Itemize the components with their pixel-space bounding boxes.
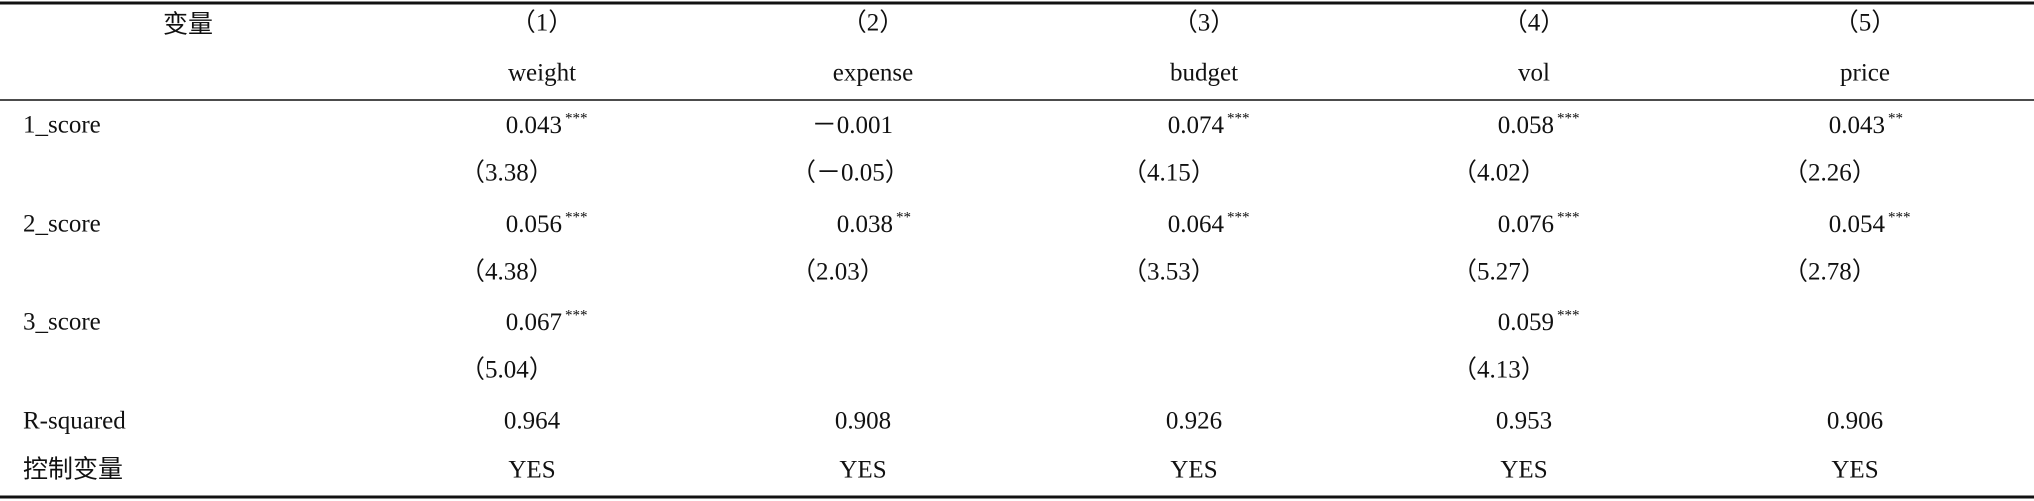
significance-stars: *** xyxy=(1557,209,1580,225)
corner-label: 变量 xyxy=(163,11,213,39)
coefficient: 0.054 xyxy=(1829,211,1886,238)
stat-value: 0.964 xyxy=(504,408,561,435)
significance-stars: *** xyxy=(1227,110,1250,126)
significance-stars: ** xyxy=(1888,110,1903,126)
stat-value: YES xyxy=(1500,457,1547,484)
column-name: budget xyxy=(1170,60,1238,87)
significance-stars: *** xyxy=(565,307,588,323)
coef-value: 0.059 xyxy=(1498,309,1554,336)
stat-label: 控制变量 xyxy=(23,456,123,484)
coef-value: 0.038 xyxy=(837,211,893,238)
column-name: price xyxy=(1840,60,1890,87)
t-statistic: （2.78） xyxy=(1783,258,1877,286)
stat-value: 0.908 xyxy=(835,408,891,435)
coef-value: 0.043 xyxy=(1829,112,1885,139)
stat-value: 0.906 xyxy=(1827,408,1883,435)
stat-value: YES xyxy=(839,457,886,484)
coef-value: 0.054 xyxy=(1829,211,1886,238)
significance-stars: *** xyxy=(565,110,588,126)
column-name: expense xyxy=(833,60,914,87)
column-number: （1） xyxy=(511,9,574,37)
significance-stars: *** xyxy=(1557,307,1580,323)
coefficient: 0.067 xyxy=(506,309,562,336)
column-number: （5） xyxy=(1834,9,1897,37)
t-statistic: （－0.05） xyxy=(791,159,910,187)
column-name: weight xyxy=(508,60,576,87)
stat-value: 0.953 xyxy=(1496,408,1552,435)
stat-value: YES xyxy=(1170,457,1217,484)
coef-value: 0.076 xyxy=(1498,211,1554,238)
stat-value: YES xyxy=(508,457,555,484)
t-statistic: （4.02） xyxy=(1452,159,1546,187)
coef-value: 0.064 xyxy=(1168,211,1225,238)
significance-stars: *** xyxy=(565,209,588,225)
significance-stars: *** xyxy=(1227,209,1250,225)
coef-value: 0.067 xyxy=(506,309,562,336)
coefficient: 0.059 xyxy=(1498,309,1554,336)
row-label: 2_score xyxy=(23,211,101,238)
t-statistic: （2.03） xyxy=(791,258,885,286)
stat-value: 0.926 xyxy=(1166,408,1222,435)
coefficient: 0.043 xyxy=(506,112,562,139)
t-statistic: （4.38） xyxy=(460,258,554,286)
coefficient: 0.056 xyxy=(506,211,562,238)
t-statistic: （4.13） xyxy=(1452,356,1546,384)
significance-stars: *** xyxy=(1888,209,1911,225)
coef-value: 0.074 xyxy=(1168,112,1225,139)
coefficient: 0.074 xyxy=(1168,112,1225,139)
t-statistic: （3.38） xyxy=(460,159,554,187)
coefficient: 0.076 xyxy=(1498,211,1554,238)
t-statistic: （2.26） xyxy=(1783,159,1877,187)
coefficient: 0.043 xyxy=(1829,112,1885,139)
coefficient: 0.064 xyxy=(1168,211,1225,238)
t-statistic: （5.04） xyxy=(460,356,554,384)
coefficient: 0.058 xyxy=(1498,112,1554,139)
row-label: 3_score xyxy=(23,309,101,336)
coefficient: －0.001 xyxy=(812,112,893,139)
coef-value: 0.058 xyxy=(1498,112,1554,139)
t-statistic: （5.27） xyxy=(1452,258,1546,286)
column-number: （2） xyxy=(842,9,905,37)
column-number: （4） xyxy=(1503,9,1566,37)
significance-stars: ** xyxy=(896,209,911,225)
row-label: 1_score xyxy=(23,112,101,139)
t-statistic: （4.15） xyxy=(1122,159,1216,187)
coef-value: －0.001 xyxy=(812,112,893,139)
coef-value: 0.056 xyxy=(506,211,562,238)
column-name: vol xyxy=(1518,60,1550,87)
coefficient: 0.038 xyxy=(837,211,893,238)
column-number: （3） xyxy=(1173,9,1236,37)
t-statistic: （3.53） xyxy=(1122,258,1216,286)
significance-stars: *** xyxy=(1557,110,1580,126)
coef-value: 0.043 xyxy=(506,112,562,139)
stat-label: R-squared xyxy=(23,408,126,435)
stat-value: YES xyxy=(1831,457,1878,484)
